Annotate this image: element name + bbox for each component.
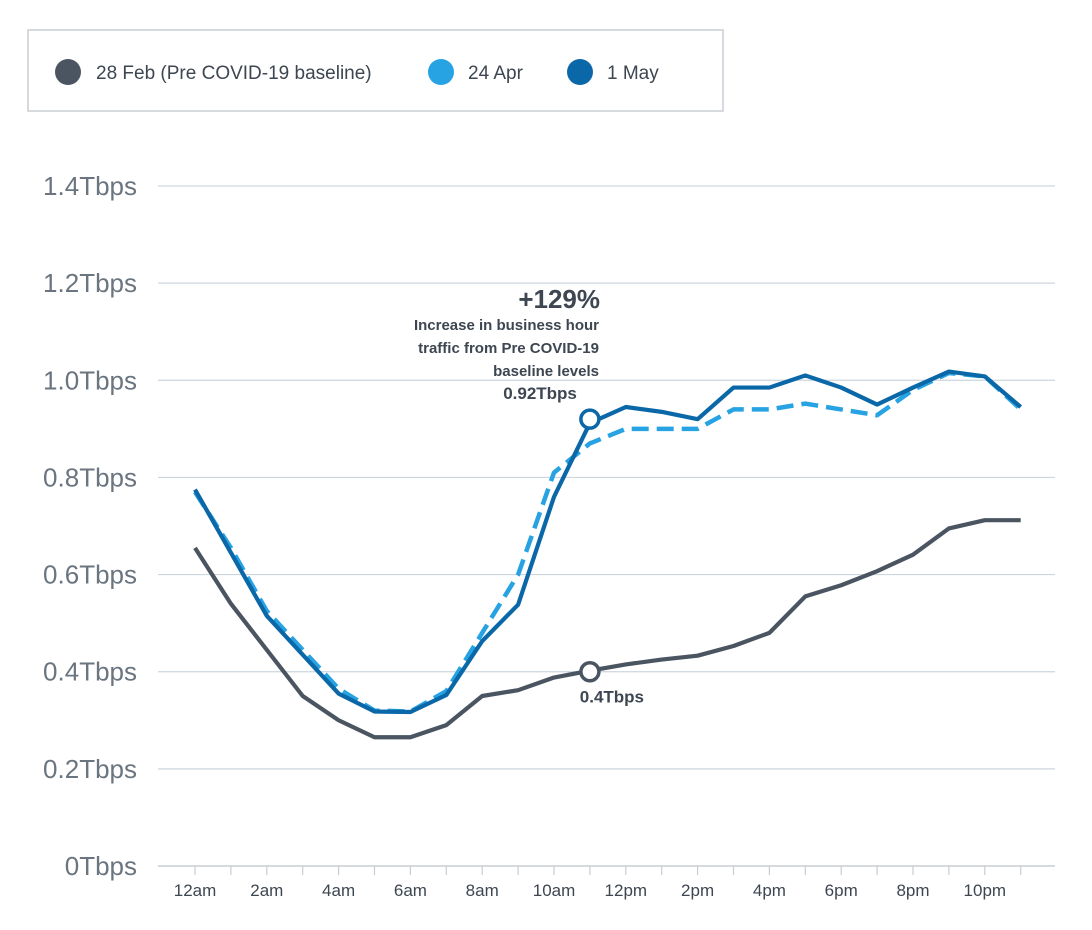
gridlines: [158, 185, 1055, 867]
legend-item-24-apr[interactable]: 24 Apr: [428, 59, 524, 85]
y-tick-label: 0.6Tbps: [43, 560, 137, 590]
annotations: 0.92Tbps 0.4Tbps: [503, 384, 644, 707]
x-tick-label: 2pm: [681, 881, 714, 900]
y-tick-label: 0Tbps: [65, 851, 137, 881]
legend-swatch-1-may: [567, 59, 593, 85]
y-tick-label: 1.2Tbps: [43, 268, 137, 298]
annotation-marker: [579, 408, 601, 430]
legend-label-28-feb: 28 Feb (Pre COVID-19 baseline): [96, 63, 372, 84]
legend-item-1-may[interactable]: 1 May: [567, 59, 659, 85]
y-tick-label: 0.2Tbps: [43, 754, 137, 784]
x-tick-label: 12pm: [605, 881, 648, 900]
annotation-value-label: 0.92Tbps: [503, 384, 577, 403]
x-tick-label: 8pm: [896, 881, 929, 900]
series-line-28-feb: [193, 518, 1021, 740]
callout-headline: +129%: [518, 284, 600, 314]
annotation-value-label: 0.4Tbps: [580, 688, 644, 707]
series-lines: [193, 369, 1023, 740]
legend-label-24-apr: 24 Apr: [468, 63, 524, 84]
callout: +129% Increase in business hour traffic …: [414, 284, 600, 380]
y-tick-label: 1.0Tbps: [43, 365, 137, 395]
x-tick-label: 4pm: [753, 881, 786, 900]
legend-swatch-28-feb: [55, 59, 81, 85]
legend: 28 Feb (Pre COVID-19 baseline) 24 Apr 1 …: [27, 29, 724, 112]
legend-box: [27, 29, 724, 112]
legend-item-28-feb[interactable]: 28 Feb (Pre COVID-19 baseline): [55, 59, 372, 85]
series-line-24-apr: [193, 370, 1023, 714]
x-tick-label: 6pm: [825, 881, 858, 900]
x-tick-label: 2am: [250, 881, 283, 900]
x-tick-label: 6am: [394, 881, 427, 900]
callout-line-1: Increase in business hour: [414, 317, 599, 334]
x-axis: 12am 2am 4am 6am 8am 10am 12pm 2pm 4pm 6pm 8pm 10pm: [174, 866, 1022, 900]
y-axis-tick-labels: 0Tbps 0.2Tbps 0.4Tbps 0.6Tbps 0.8Tbps 1.0Tbps…: [43, 171, 137, 881]
annotation-marker: [579, 660, 601, 683]
x-tick-label: 8am: [466, 881, 499, 900]
y-tick-label: 0.4Tbps: [43, 657, 137, 687]
y-tick-label: 1.4Tbps: [43, 171, 137, 201]
legend-label-1-may: 1 May: [607, 63, 659, 84]
x-tick-label: 12am: [174, 881, 217, 900]
callout-line-3: baseline levels: [493, 363, 599, 380]
series-line-1-may: [193, 369, 1023, 715]
x-tick-label: 10pm: [964, 881, 1007, 900]
callout-line-2: traffic from Pre COVID-19: [418, 340, 599, 357]
y-tick-label: 0.8Tbps: [43, 462, 137, 492]
legend-swatch-24-apr: [428, 59, 454, 85]
x-tick-label: 4am: [322, 881, 355, 900]
x-tick-label: 10am: [533, 881, 576, 900]
